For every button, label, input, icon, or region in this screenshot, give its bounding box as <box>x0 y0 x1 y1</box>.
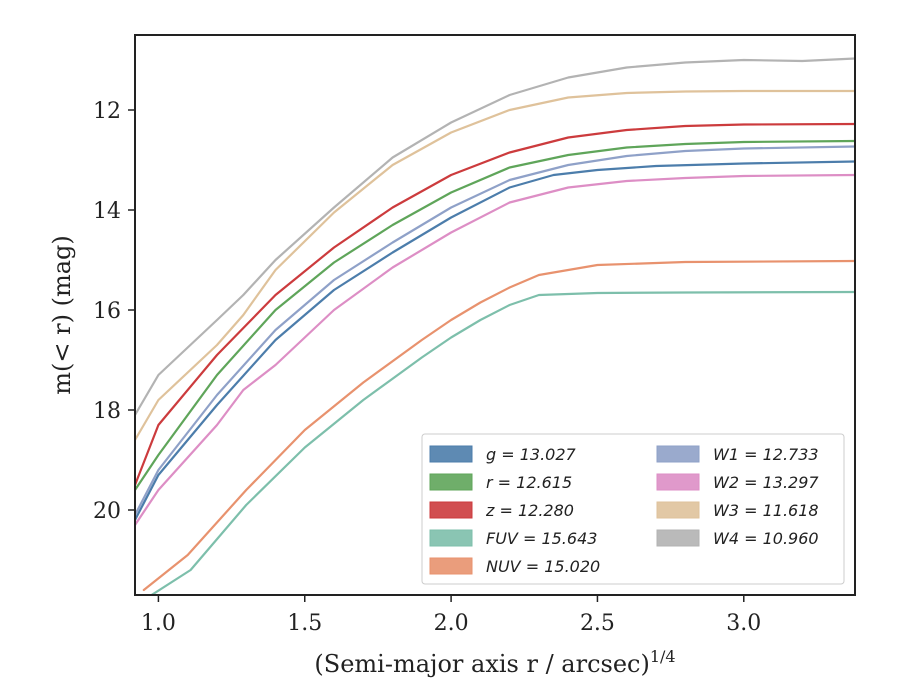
legend-label-z: z = 12.280 <box>485 501 574 520</box>
legend-label-fuv: FUV = 15.643 <box>486 529 597 548</box>
legend-label-r: r = 12.615 <box>486 473 572 492</box>
x-tick-label: 1.5 <box>287 611 322 636</box>
legend-label-w3: W3 = 11.618 <box>713 501 819 520</box>
legend-swatch-w1 <box>656 445 700 463</box>
y-tick-label: 18 <box>93 399 121 424</box>
y-tick-label: 20 <box>93 499 121 524</box>
x-axis-title: (Semi-major axis r / arcsec)1/4 <box>314 647 675 678</box>
legend-swatch-w2 <box>656 473 700 491</box>
series-line-fuv <box>149 290 855 595</box>
legend-swatch-z <box>429 501 473 519</box>
legend-swatch-w4 <box>656 529 700 547</box>
legend-label-nuv: NUV = 15.020 <box>486 557 600 576</box>
series-line-w1 <box>135 145 855 517</box>
x-tick-label: 2.5 <box>580 611 615 636</box>
legend-swatch-nuv <box>429 557 473 575</box>
series-line-z <box>135 122 855 487</box>
series-line-g <box>135 160 855 522</box>
y-tick-label: 14 <box>93 199 121 224</box>
ticks-layer: 1.0 1.5 2.0 2.5 3.0 12 14 16 18 20 <box>93 99 761 636</box>
legend-label-g: g = 13.027 <box>486 445 577 464</box>
x-tick-label: 1.0 <box>141 611 176 636</box>
legend-box <box>421 433 845 585</box>
legend-label-w1: W1 = 12.733 <box>713 445 819 464</box>
legend-label-w4: W4 = 10.960 <box>713 529 819 548</box>
legend-swatch-w3 <box>656 501 700 519</box>
x-tick-label: 2.0 <box>434 611 469 636</box>
legend-label-w2: W2 = 13.297 <box>713 473 819 492</box>
series-line-w3 <box>135 89 855 442</box>
series-line-w2 <box>135 173 855 527</box>
legend: g = 13.027 r = 12.615 z = 12.280 FUV = 15.6… <box>421 433 845 585</box>
legend-swatch-g <box>429 445 473 463</box>
x-axis-title-exponent: 1/4 <box>650 647 676 666</box>
y-tick-label: 16 <box>93 299 121 324</box>
series-line-w4 <box>135 57 855 417</box>
x-tick-label: 3.0 <box>726 611 761 636</box>
legend-swatch-r <box>429 473 473 491</box>
y-axis-title: m(< r) (mag) <box>48 235 76 394</box>
series-line-r <box>135 139 855 492</box>
series-line-nuv <box>142 259 855 592</box>
y-tick-label: 12 <box>93 99 121 124</box>
plot-frame <box>134 34 856 596</box>
series-layer <box>135 57 855 595</box>
legend-swatch-fuv <box>429 529 473 547</box>
